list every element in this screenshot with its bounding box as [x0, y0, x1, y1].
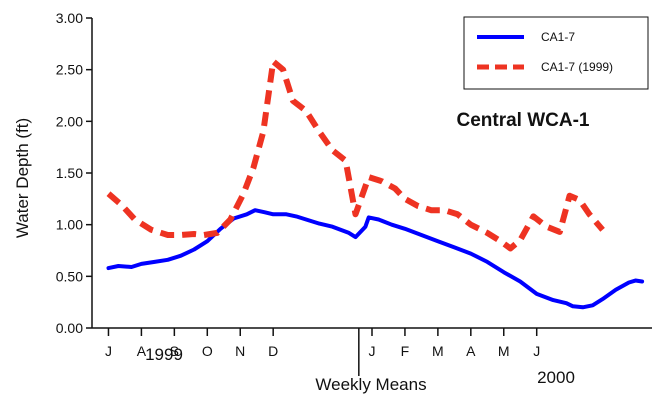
x-tick-label: N: [235, 343, 245, 359]
x-axis-title: Weekly Means: [315, 375, 426, 394]
series-line-ca1-7-1999: [106, 58, 605, 252]
year-label-1999: 1999: [145, 345, 183, 364]
x-tick-label: D: [268, 343, 278, 359]
legend-box: [463, 16, 649, 90]
legend-label-ca1-7: CA1-7: [541, 30, 575, 44]
x-tick-label: S: [170, 343, 179, 359]
y-tick-label: 2.00: [56, 113, 83, 129]
y-tick-label: 3.00: [56, 10, 83, 26]
year-label-2000: 2000: [537, 368, 575, 387]
x-tick-label: J: [369, 343, 376, 359]
series-line-ca1-7: [106, 208, 645, 310]
x-tick-label: A: [466, 343, 476, 359]
x-tick-label: M: [432, 343, 444, 359]
x-tick-label: F: [401, 343, 410, 359]
chart-annotation: Central WCA-1: [456, 110, 589, 131]
x-tick-label: A: [137, 343, 147, 359]
x-tick-label: O: [202, 343, 213, 359]
y-tick-label: 0.50: [56, 268, 83, 284]
y-tick-label: 1.50: [56, 165, 83, 181]
y-tick-label: 2.50: [56, 62, 83, 78]
y-tick-label: 1.00: [56, 217, 83, 233]
plot-lines: [106, 58, 645, 310]
legend-label-ca1-7-1999: CA1-7 (1999): [541, 60, 613, 74]
x-tick-label: M: [498, 343, 510, 359]
x-tick-label: J: [105, 343, 112, 359]
y-tick-label: 0.00: [56, 320, 83, 336]
x-tick-label: J: [533, 343, 540, 359]
legend: CA1-7 CA1-7 (1999): [463, 16, 649, 90]
y-axis-title: Water Depth (ft): [13, 118, 32, 238]
axes: 0.00 0.50 1.00 1.50 2.00 2.50 3.00 J A S O N D J F M A M J: [56, 10, 652, 376]
